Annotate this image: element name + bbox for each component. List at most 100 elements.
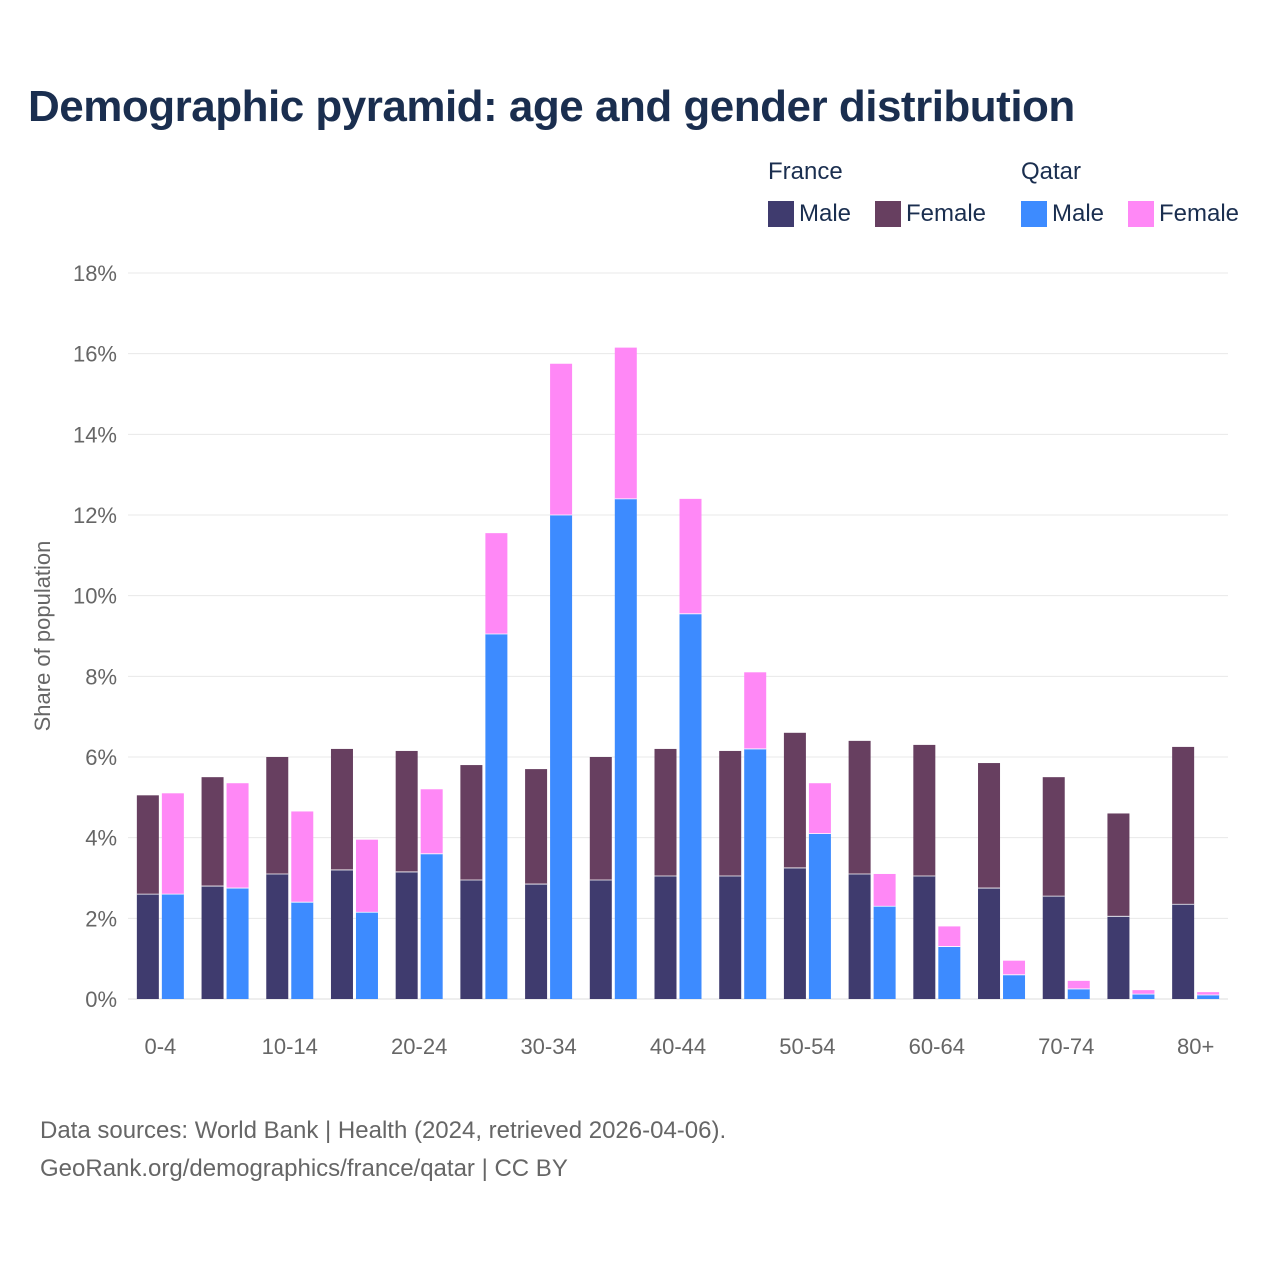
bar-france-female-45-49[interactable] <box>719 750 742 876</box>
bar-france-female-55-59[interactable] <box>848 740 871 874</box>
bar-qatar-female-70-74[interactable] <box>1067 980 1090 989</box>
bar-qatar-female-30-34[interactable] <box>550 363 573 515</box>
x-tick-label: 60-64 <box>909 1034 965 1059</box>
bar-france-male-20-24[interactable] <box>395 871 418 999</box>
bar-france-female-25-29[interactable] <box>460 765 483 881</box>
bar-france-female-80+[interactable] <box>1172 746 1195 905</box>
bar-qatar-male-75-79[interactable] <box>1132 994 1155 999</box>
bar-qatar-male-50-54[interactable] <box>808 833 831 999</box>
x-tick-label: 10-14 <box>262 1034 318 1059</box>
legend-label: Female <box>1159 200 1240 227</box>
legend-swatch <box>1021 201 1047 227</box>
legend-swatch <box>875 201 901 227</box>
bar-france-male-50-54[interactable] <box>783 867 806 999</box>
bar-qatar-male-65-69[interactable] <box>1003 974 1026 999</box>
x-tick-label: 20-24 <box>391 1034 447 1059</box>
footer-link[interactable]: GeoRank.org/demographics/france/qatar | … <box>40 1155 568 1182</box>
footer-sources: Data sources: World Bank | Health (2024,… <box>40 1117 727 1144</box>
x-tick-label: 30-34 <box>520 1034 576 1059</box>
bar-qatar-female-25-29[interactable] <box>485 533 508 634</box>
bar-qatar-female-20-24[interactable] <box>420 789 443 854</box>
bar-qatar-female-50-54[interactable] <box>808 783 831 834</box>
legend-swatch <box>768 201 794 227</box>
y-tick-label: 14% <box>73 422 117 447</box>
bar-qatar-male-80+[interactable] <box>1197 994 1220 999</box>
bar-france-male-80+[interactable] <box>1172 904 1195 999</box>
bar-france-male-25-29[interactable] <box>460 880 483 999</box>
bar-france-male-35-39[interactable] <box>589 880 612 999</box>
bar-france-female-65-69[interactable] <box>978 763 1001 889</box>
bar-france-female-75-79[interactable] <box>1107 813 1130 917</box>
bar-qatar-male-20-24[interactable] <box>420 853 443 999</box>
bar-france-male-0-4[interactable] <box>136 894 159 999</box>
bar-france-female-30-34[interactable] <box>525 769 548 885</box>
bar-qatar-female-35-39[interactable] <box>614 347 637 499</box>
bar-france-male-55-59[interactable] <box>848 873 871 999</box>
bar-france-female-0-4[interactable] <box>136 795 159 895</box>
plot-area: Share of population 0% 2% 4% 6% 8% 10% 12% 14% 1… <box>30 261 1228 1059</box>
bar-france-female-15-19[interactable] <box>330 748 353 870</box>
bar-france-male-65-69[interactable] <box>978 888 1001 999</box>
y-tick-label: 4% <box>85 826 117 851</box>
legend-item-qatar-male[interactable]: Male <box>1021 200 1104 228</box>
bar-france-female-5-9[interactable] <box>201 777 224 887</box>
bar-qatar-female-15-19[interactable] <box>355 839 378 913</box>
bar-qatar-female-80+[interactable] <box>1197 992 1220 995</box>
bar-france-female-70-74[interactable] <box>1042 777 1065 897</box>
bar-france-male-45-49[interactable] <box>719 875 742 999</box>
x-tick-label: 0-4 <box>144 1034 176 1059</box>
bar-qatar-female-10-14[interactable] <box>291 811 314 903</box>
bar-qatar-female-0-4[interactable] <box>161 793 184 895</box>
bar-france-female-40-44[interactable] <box>654 748 677 876</box>
legend-group-qatar: Qatar <box>1021 158 1082 185</box>
x-tick-label: 70-74 <box>1038 1034 1094 1059</box>
bar-qatar-male-55-59[interactable] <box>873 906 896 999</box>
bar-qatar-male-30-34[interactable] <box>550 515 573 999</box>
bar-france-female-20-24[interactable] <box>395 750 418 872</box>
bar-qatar-female-60-64[interactable] <box>938 926 961 947</box>
legend-item-qatar-female[interactable]: Female <box>1128 200 1239 228</box>
legend-group-france: France <box>768 158 843 185</box>
bar-qatar-female-75-79[interactable] <box>1132 990 1155 995</box>
legend-label: Female <box>906 200 987 227</box>
bar-france-male-10-14[interactable] <box>266 873 289 999</box>
bar-france-male-60-64[interactable] <box>913 875 936 999</box>
legend-swatch <box>1128 201 1154 227</box>
bar-france-male-30-34[interactable] <box>525 884 548 999</box>
bar-france-female-35-39[interactable] <box>589 757 612 881</box>
bar-france-male-70-74[interactable] <box>1042 896 1065 999</box>
bar-qatar-male-25-29[interactable] <box>485 633 508 999</box>
y-tick-label: 2% <box>85 906 117 931</box>
bar-qatar-male-40-44[interactable] <box>679 613 702 999</box>
bar-qatar-female-65-69[interactable] <box>1003 960 1026 975</box>
bar-qatar-female-40-44[interactable] <box>679 498 702 614</box>
bar-france-male-40-44[interactable] <box>654 875 677 999</box>
bar-qatar-male-5-9[interactable] <box>226 888 249 999</box>
x-tick-label: 40-44 <box>650 1034 706 1059</box>
bar-qatar-female-45-49[interactable] <box>744 672 767 749</box>
legend-item-france-male[interactable]: Male <box>768 200 851 228</box>
chart-title: Demographic pyramid: age and gender dist… <box>28 82 1075 131</box>
bar-qatar-female-55-59[interactable] <box>873 873 896 907</box>
bar-france-male-5-9[interactable] <box>201 886 224 999</box>
bar-france-male-75-79[interactable] <box>1107 916 1130 999</box>
bar-qatar-male-45-49[interactable] <box>744 748 767 999</box>
y-tick-label: 10% <box>73 584 117 609</box>
y-tick-label: 16% <box>73 342 117 367</box>
bar-qatar-male-0-4[interactable] <box>161 894 184 999</box>
bar-qatar-male-35-39[interactable] <box>614 498 637 999</box>
legend-item-france-female[interactable]: Female <box>875 200 986 228</box>
bar-france-female-10-14[interactable] <box>266 757 289 874</box>
bar-qatar-male-15-19[interactable] <box>355 912 378 999</box>
y-tick-label: 0% <box>85 987 117 1012</box>
bar-qatar-male-70-74[interactable] <box>1067 988 1090 999</box>
y-tick-label: 6% <box>85 745 117 770</box>
bar-qatar-male-60-64[interactable] <box>938 946 961 999</box>
bar-qatar-male-10-14[interactable] <box>291 902 314 999</box>
bar-qatar-female-5-9[interactable] <box>226 783 249 889</box>
bar-france-female-60-64[interactable] <box>913 744 936 876</box>
legend-label: Male <box>799 200 852 227</box>
bar-france-male-15-19[interactable] <box>330 869 353 999</box>
bar-france-female-50-54[interactable] <box>783 732 806 868</box>
